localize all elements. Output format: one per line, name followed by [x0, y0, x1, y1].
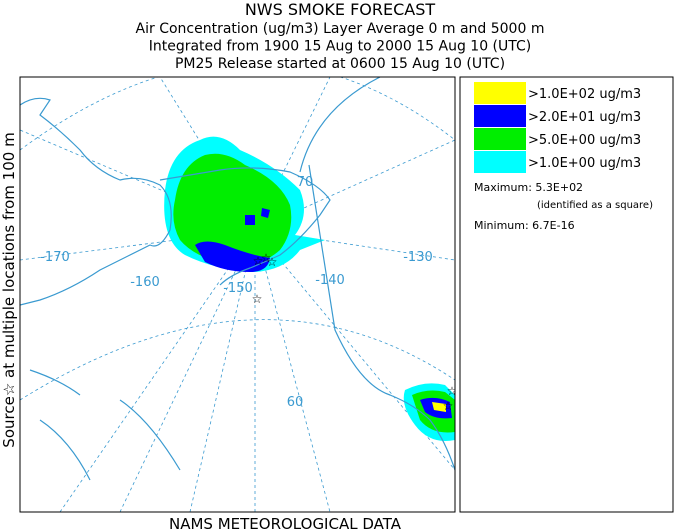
- coastline: [20, 77, 455, 481]
- maximum-note: (identified as a square): [537, 200, 653, 211]
- graticule-label: 70: [297, 175, 314, 190]
- legend-label: >1.0E+00 ug/m3: [528, 156, 641, 171]
- graticule-label: -150: [223, 281, 253, 296]
- smoke-area: [195, 208, 270, 272]
- legend-label: >5.0E+00 ug/m3: [528, 133, 641, 148]
- legend-swatch: [474, 105, 526, 127]
- graticule-label: -160: [130, 275, 160, 290]
- source-markers: ☆☆☆ ☆☆☆: [252, 251, 458, 413]
- graticule-label: 60: [287, 395, 304, 410]
- legend-frame: [459, 76, 674, 513]
- legend-label: >1.0E+02 ug/m3: [528, 87, 641, 102]
- subtitle: PM25 Release started at 0600 15 Aug 10 (…: [175, 56, 505, 72]
- side-label: Source☆ at multiple locations from 100 m: [0, 132, 18, 447]
- graticule-label: -140: [315, 273, 345, 288]
- header: NWS SMOKE FORECAST Air Concentration (ug…: [136, 0, 545, 72]
- map-frame: [19, 76, 456, 513]
- legend-swatch: [474, 128, 526, 150]
- svg-text:☆: ☆: [253, 254, 264, 268]
- svg-text:☆: ☆: [261, 251, 272, 265]
- legend-swatch: [474, 82, 526, 104]
- graticule-label: -130: [403, 250, 433, 265]
- subtitle: Air Concentration (ug/m3) Layer Average …: [136, 21, 545, 37]
- subtitle: Integrated from 1900 15 Aug to 2000 15 A…: [149, 39, 532, 55]
- smoke-area: [173, 153, 292, 266]
- smoke-area: [432, 402, 446, 412]
- svg-text:☆: ☆: [267, 255, 278, 269]
- legend-swatch: [474, 151, 526, 173]
- legend: Maximum: 5.3E+02 (identified as a square…: [459, 76, 674, 513]
- svg-text:☆: ☆: [252, 292, 263, 306]
- maximum: Maximum: 5.3E+02: [474, 181, 583, 194]
- svg-text:☆: ☆: [443, 399, 454, 413]
- legend-label: >2.0E+01 ug/m3: [528, 110, 641, 125]
- graticule: [20, 77, 455, 512]
- minimum: Minimum: 6.7E-16: [474, 219, 575, 232]
- graticule-label: -170: [40, 250, 70, 265]
- title: NWS SMOKE FORECAST: [245, 0, 436, 19]
- footer: NAMS METEOROLOGICAL DATA: [169, 515, 402, 532]
- svg-text:☆: ☆: [447, 384, 458, 398]
